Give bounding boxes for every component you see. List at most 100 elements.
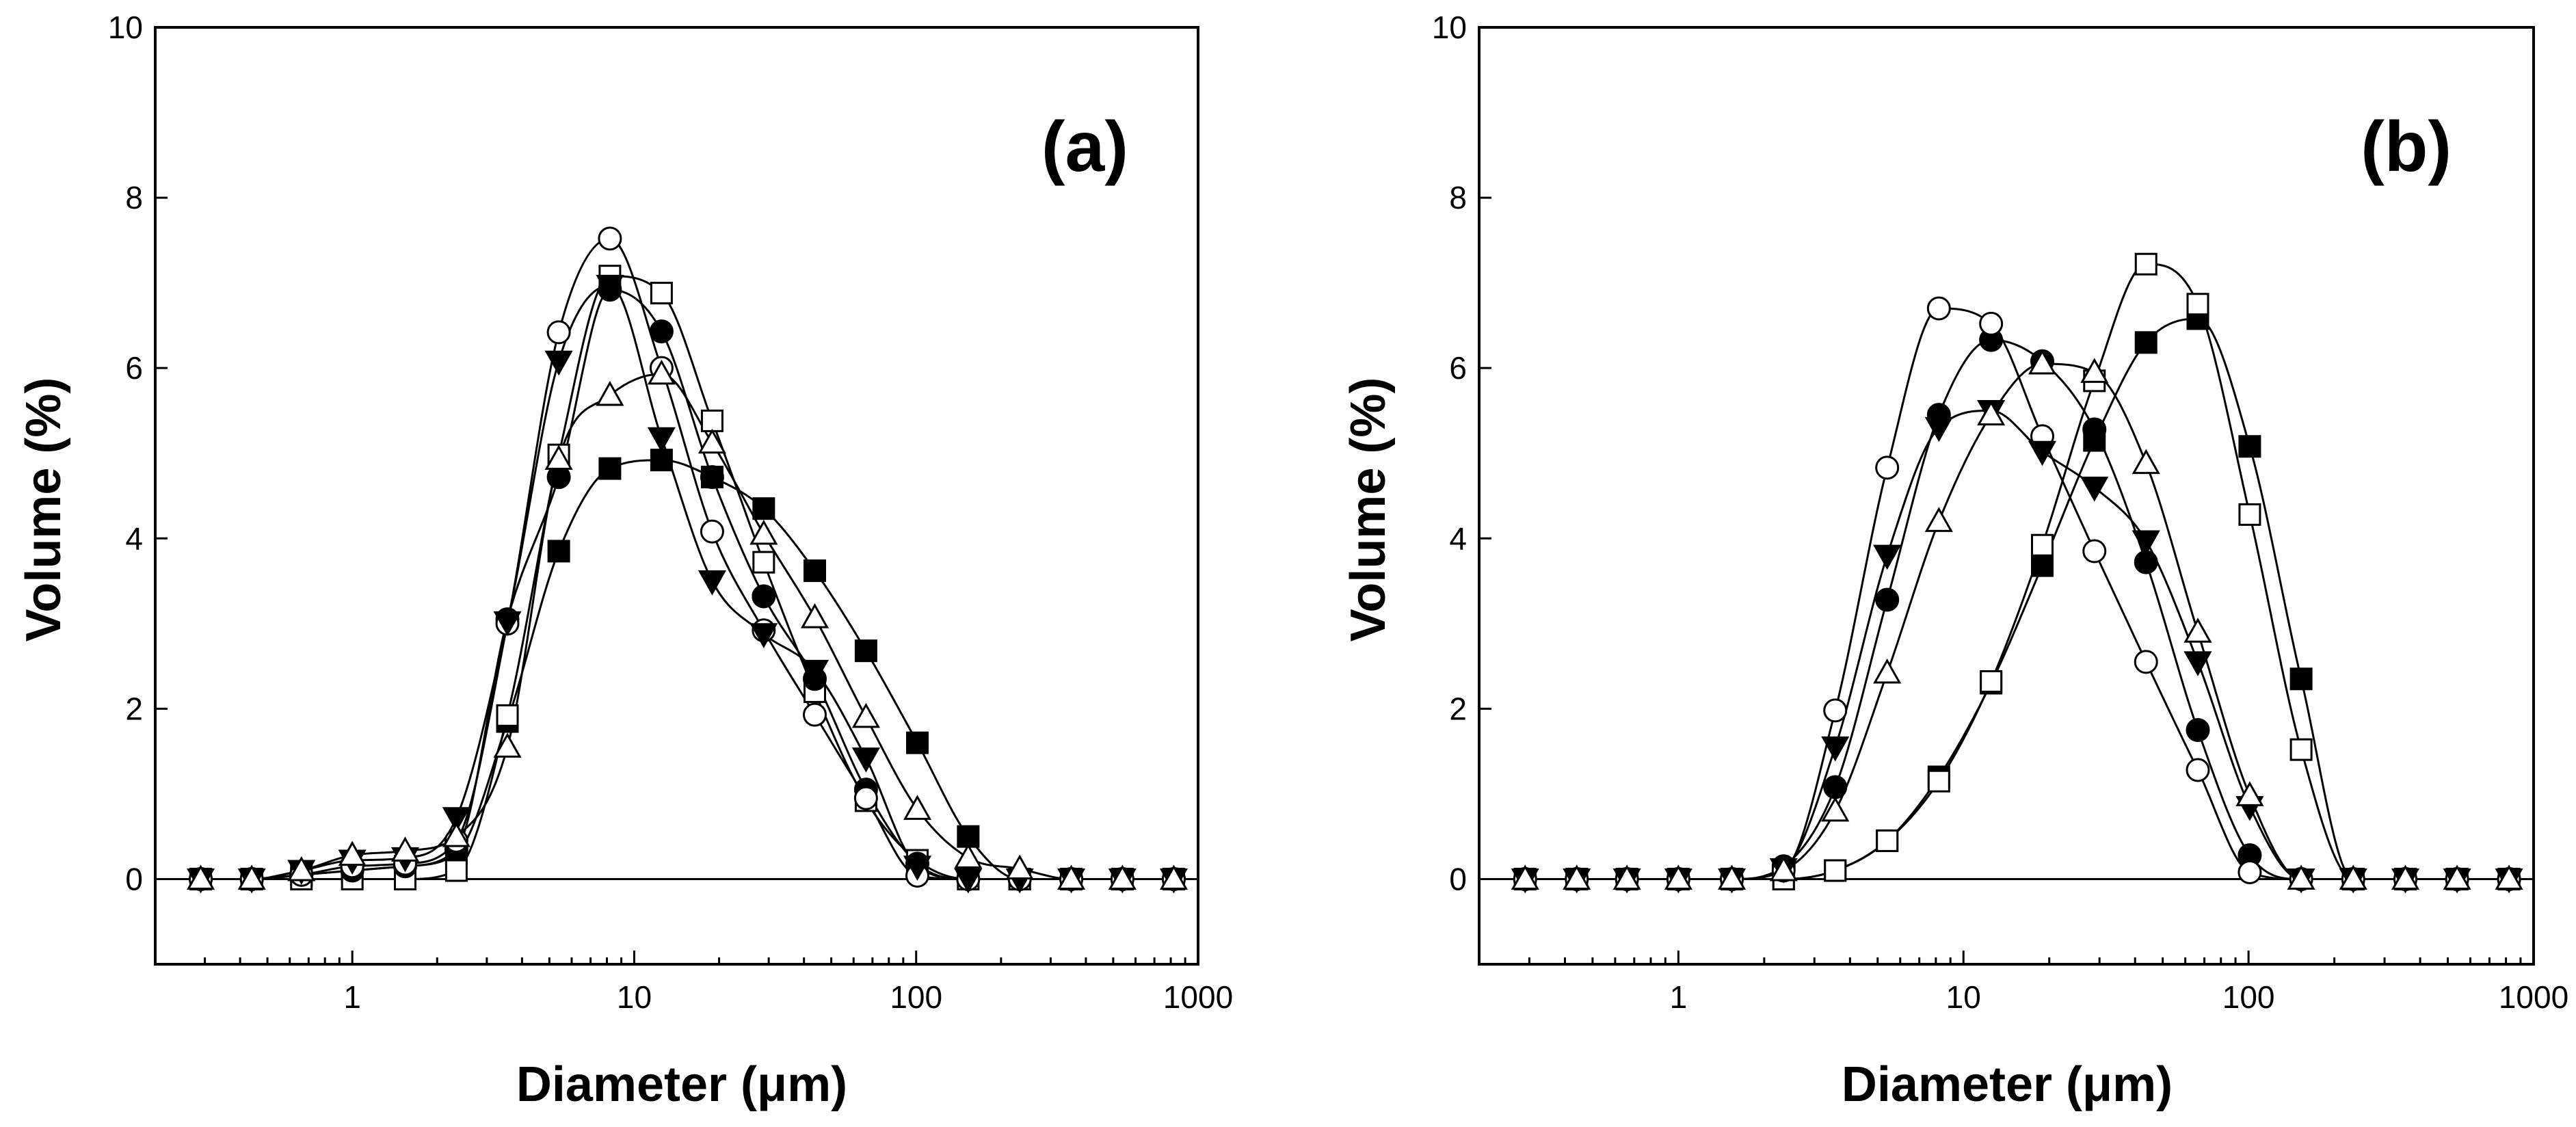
panel-a-point-filled-triangle-down: [493, 611, 522, 637]
panel-b-point-filled-triangle-down: [1924, 416, 1953, 442]
panel-a-y-tick-label: 2: [125, 691, 143, 726]
panel-b-point-open-triangle-up: [1873, 658, 1902, 684]
panel-b-point-open-square: [1927, 769, 1950, 793]
panel-b-x-axis-title: Diameter (μm): [1842, 1057, 2173, 1112]
panel-b-curve-filled-triangle-down: [1525, 409, 2510, 881]
panel-a-y-tick-label: 10: [108, 10, 143, 45]
panel-a-point-open-triangle-up: [1108, 864, 1137, 890]
panel-a-y-tick-label: 4: [125, 520, 143, 556]
panel-b-point-filled-triangle-down: [2183, 651, 2212, 676]
panel-b-curve-open-square: [1525, 263, 2510, 881]
panel-b-point-filled-square: [2238, 435, 2261, 458]
panel-a-point-filled-square: [650, 449, 673, 472]
panel-b-point-open-triangle-up: [2028, 349, 2057, 375]
panel-b-point-open-triangle-up: [2495, 864, 2523, 890]
panel-a-point-open-triangle-up: [749, 519, 778, 545]
panel-b-point-open-circle: [2238, 860, 2262, 884]
panel-a-point-filled-triangle-down: [954, 868, 983, 894]
panel-a-point-filled-circle: [649, 319, 674, 344]
panel-b-point-open-circle: [2186, 758, 2210, 782]
panel-a-curve-filled-square: [200, 459, 1174, 881]
panel-b-frame: [1478, 26, 2535, 966]
panel-a-point-filled-square: [752, 497, 775, 520]
panel-b-x-tick-label: 100: [2222, 979, 2275, 1015]
panel-b-curves: [1525, 263, 2510, 881]
panel-b-point-open-triangle-up: [1769, 856, 1798, 881]
panel-b-label: (b): [2361, 107, 2452, 187]
panel-a-y-tick-label: 0: [125, 861, 143, 897]
panel-b-point-open-triangle-up: [2443, 864, 2471, 890]
panel-a-y-tick-label: 6: [125, 350, 143, 386]
panel-a-point-open-triangle-up: [903, 795, 932, 820]
panel-a-point-filled-triangle-down: [749, 623, 778, 648]
panel-a-y-tick-label: 8: [125, 180, 143, 215]
panel-a-point-open-square: [752, 551, 775, 574]
panel-b-x-tick-label: 1000: [2499, 979, 2568, 1015]
panel-b-curve-open-triangle-up: [1525, 362, 2510, 881]
panel-b-point-open-triangle-up: [1821, 796, 1850, 822]
panel-a-point-filled-square: [547, 540, 570, 563]
panel-b-point-open-square: [2238, 503, 2261, 526]
panel-b-point-open-triangle-up: [2235, 781, 2264, 806]
panel-a-point-open-circle: [853, 786, 878, 810]
panel-b-point-open-triangle-up: [1924, 507, 1953, 532]
panel-b-curve-open-circle: [1525, 307, 2510, 881]
panel-b-point-open-circle: [2082, 539, 2107, 564]
panel-b-point-open-circle: [1823, 698, 1848, 723]
panel-b-x-tick-label: 1: [1670, 979, 1688, 1015]
panel-a-point-open-square: [650, 282, 673, 305]
panel-a-x-tick-label: 1000: [1163, 979, 1233, 1015]
panel-b-point-open-triangle-up: [2339, 864, 2367, 890]
panel-a-point-filled-triangle-down: [442, 807, 470, 832]
panel-a-y-axis-title: Volume (%): [16, 377, 71, 642]
panel-b-point-open-triangle-up: [1612, 864, 1641, 890]
panel-a-point-filled-square: [598, 457, 622, 480]
panel-b-point-filled-circle: [1823, 775, 1848, 799]
panel-b-point-filled-triangle-down: [2028, 440, 2057, 466]
panel-b-point-filled-square: [2289, 667, 2313, 691]
panel-a-point-open-triangle-up: [338, 840, 367, 866]
panel-a-point-open-square: [496, 704, 519, 727]
panel-b-point-filled-circle: [2186, 718, 2210, 742]
panel-a-curve-open-circle: [200, 237, 1174, 881]
panel-a-point-filled-square: [906, 731, 929, 754]
panel-a-point-open-triangle-up: [287, 856, 316, 881]
panel-a-point-open-triangle-up: [1057, 864, 1086, 890]
panel-b-point-open-triangle-up: [2132, 449, 2160, 475]
panel-a-point-open-square: [444, 859, 468, 882]
panel-a-point-open-triangle-up: [954, 843, 983, 869]
panel-a-point-filled-square: [804, 559, 827, 583]
panel-a-point-open-circle: [598, 226, 622, 251]
panel-b-point-open-square: [2289, 738, 2313, 761]
panel-a-markers: [186, 226, 1189, 894]
panel-b-y-axis-title: Volume (%): [1341, 377, 1396, 642]
panel-a: 0 2 4 6 8 10 1 10 100 1000 (a) Diameter (μm) Volu…: [16, 10, 1233, 1112]
panel-b-point-filled-square: [2134, 331, 2157, 354]
panel-a-x-axis-title: Diameter (μm): [516, 1057, 847, 1112]
panel-a-point-open-triangle-up: [596, 380, 624, 406]
panel-a-point-open-triangle-up: [1005, 854, 1034, 880]
panel-a-point-open-triangle-up: [698, 428, 726, 454]
panel-b-point-open-circle: [1926, 296, 1951, 321]
panel-b-y-tick-label: 8: [1449, 180, 1467, 215]
panel-a-point-filled-triangle-down: [903, 856, 932, 881]
panel-b-point-filled-circle: [2082, 417, 2107, 442]
panel-b-x-tick-label: 10: [1946, 979, 1981, 1015]
panel-a-x-tick-label: 10: [617, 979, 652, 1015]
panel-b-point-filled-triangle-down: [2080, 477, 2109, 502]
panel-a-point-open-triangle-up: [647, 359, 676, 385]
panel-a-point-filled-triangle-down: [544, 350, 573, 376]
panel-a-curve-open-square: [200, 275, 1174, 881]
panel-a-point-open-triangle-up: [800, 603, 829, 628]
panel-b-point-open-triangle-up: [1511, 864, 1539, 890]
panel-a-point-open-square: [700, 409, 723, 432]
panel-b-point-open-triangle-up: [1664, 864, 1692, 890]
panel-a-point-filled-triangle-down: [647, 427, 676, 453]
panel-b-point-open-triangle-up: [1563, 864, 1591, 890]
panel-b-y-tick-label: 0: [1449, 861, 1467, 897]
panel-a-point-open-triangle-up: [442, 822, 470, 847]
panel-b-point-open-square: [1876, 829, 1899, 852]
panel-b-point-open-triangle-up: [1977, 400, 2006, 426]
panel-b-point-open-square: [2031, 533, 2054, 557]
